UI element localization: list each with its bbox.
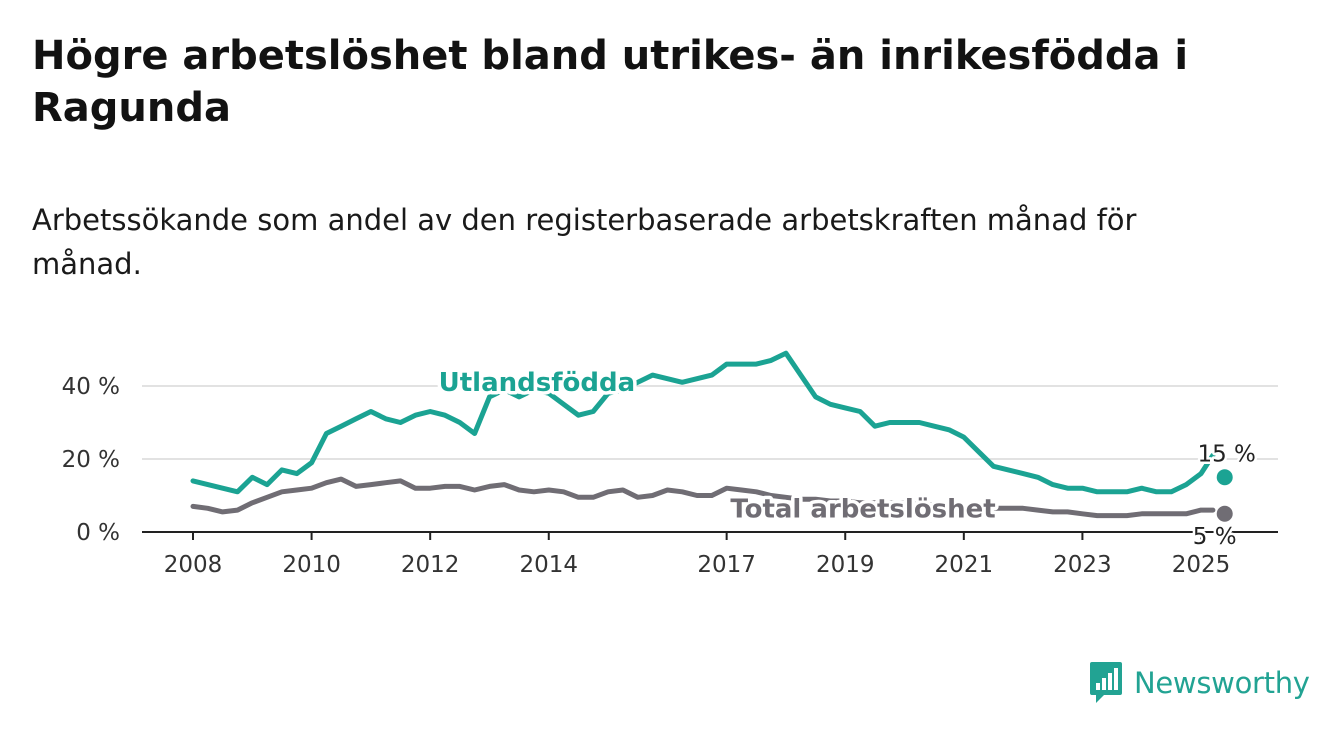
chart-subtitle: Arbetssökande som andel av den registerb… [32, 203, 1137, 281]
grid-lines [142, 385, 1278, 460]
x-tick-label: 2017 [697, 552, 756, 578]
x-tick-label: 2019 [816, 552, 875, 578]
x-tick-label: 2023 [1053, 552, 1112, 578]
x-tick-label: 2010 [282, 552, 341, 578]
chart-title: Högre arbetslöshet bland utrikes- än inr… [32, 33, 1189, 131]
series-labels: Utlandsfödda Total arbetslöshet 15 % 5 % [435, 365, 1258, 553]
x-tick-label: 2012 [401, 552, 460, 578]
newsworthy-logo-icon [1090, 662, 1122, 703]
y-tick-label: 40 % [62, 374, 120, 400]
y-tick-label: 20 % [62, 447, 120, 473]
end-label-utlandsfodda: 15 % [1197, 441, 1255, 467]
end-point-total [1216, 505, 1233, 522]
x-tick-label: 2025 [1172, 552, 1231, 578]
brand-name: Newsworthy [1134, 666, 1310, 700]
line-chart: 0 % 20 % 40 % 2008 2010 2012 2014 2017 2019 2021 2… [62, 350, 1278, 578]
axes: 0 % 20 % 40 % 2008 2010 2012 2014 2017 2019 2021 2… [62, 374, 1278, 578]
series-line-total [190, 476, 1216, 519]
y-tick-label: 0 % [76, 520, 120, 546]
series-label-total: Total arbetslöshet [730, 495, 995, 525]
series-line-utlandsfodda [190, 350, 1216, 495]
newsworthy-logo: Newsworthy [1088, 660, 1310, 706]
series-lines [190, 350, 1233, 522]
x-tick-label: 2021 [935, 552, 994, 578]
x-tick-label: 2014 [519, 552, 578, 578]
x-tick-label: 2008 [164, 552, 223, 578]
end-label-total: 5 % [1193, 524, 1237, 550]
series-label-utlandsfodda: Utlandsfödda [439, 368, 636, 398]
end-point-utlandsfodda [1216, 469, 1233, 486]
